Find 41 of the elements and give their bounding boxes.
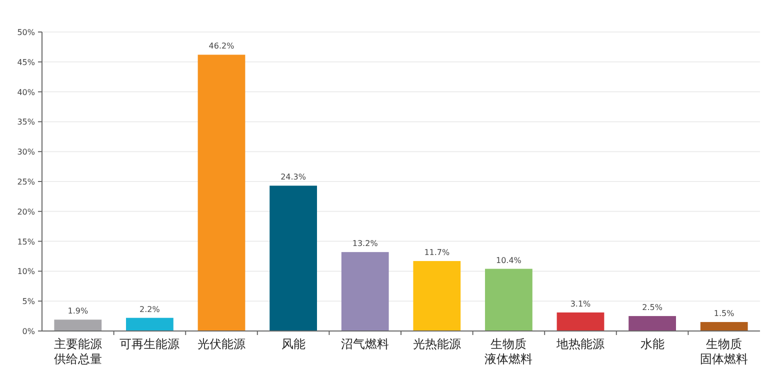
data-label: 24.3% <box>280 172 306 182</box>
bar <box>700 322 748 331</box>
bar <box>126 318 174 331</box>
y-tick-label: 5% <box>22 297 36 306</box>
bar <box>556 312 604 331</box>
data-label: 11.7% <box>424 248 450 258</box>
data-label: 13.2% <box>352 239 378 248</box>
y-tick-label: 35% <box>17 118 36 127</box>
y-tick-label: 30% <box>17 148 36 157</box>
x-tick-label: 光热能源 <box>412 337 461 351</box>
x-tick-label: 可再生能源 <box>120 337 180 351</box>
x-tick-label: 沼气燃料 <box>341 337 390 351</box>
bar <box>485 268 532 331</box>
x-tick-label: 主要能源供给总量 <box>54 337 102 366</box>
y-tick-label: 0% <box>22 327 36 336</box>
data-label: 2.5% <box>642 303 663 312</box>
x-tick-label: 地热能源 <box>556 337 604 351</box>
bar <box>341 252 389 331</box>
bar <box>198 54 246 331</box>
bar <box>413 261 461 331</box>
y-tick-label: 50% <box>17 28 36 37</box>
y-tick-label: 25% <box>17 178 36 186</box>
bar <box>54 320 102 331</box>
data-label: 10.4% <box>496 256 522 265</box>
y-tick-label: 20% <box>17 207 36 216</box>
y-tick-label: 40% <box>17 88 36 97</box>
bar <box>628 316 676 331</box>
x-tick-label: 生物质固体燃料 <box>700 337 748 366</box>
data-label: 46.2% <box>208 42 235 51</box>
y-tick-label: 45% <box>17 58 36 67</box>
x-tick-label: 水能 <box>640 337 664 351</box>
x-tick-label: 生物质液体燃料 <box>484 337 533 366</box>
data-label: 1.5% <box>714 309 735 318</box>
data-label: 1.9% <box>68 306 88 316</box>
x-tick-label: 风能 <box>281 337 306 351</box>
y-tick-label: 10% <box>17 267 36 276</box>
data-label: 3.1% <box>570 299 592 308</box>
data-label: 2.2% <box>140 304 160 314</box>
y-tick-label: 15% <box>17 237 36 246</box>
bar <box>270 186 317 331</box>
x-tick-label: 光伏能源 <box>198 337 246 351</box>
